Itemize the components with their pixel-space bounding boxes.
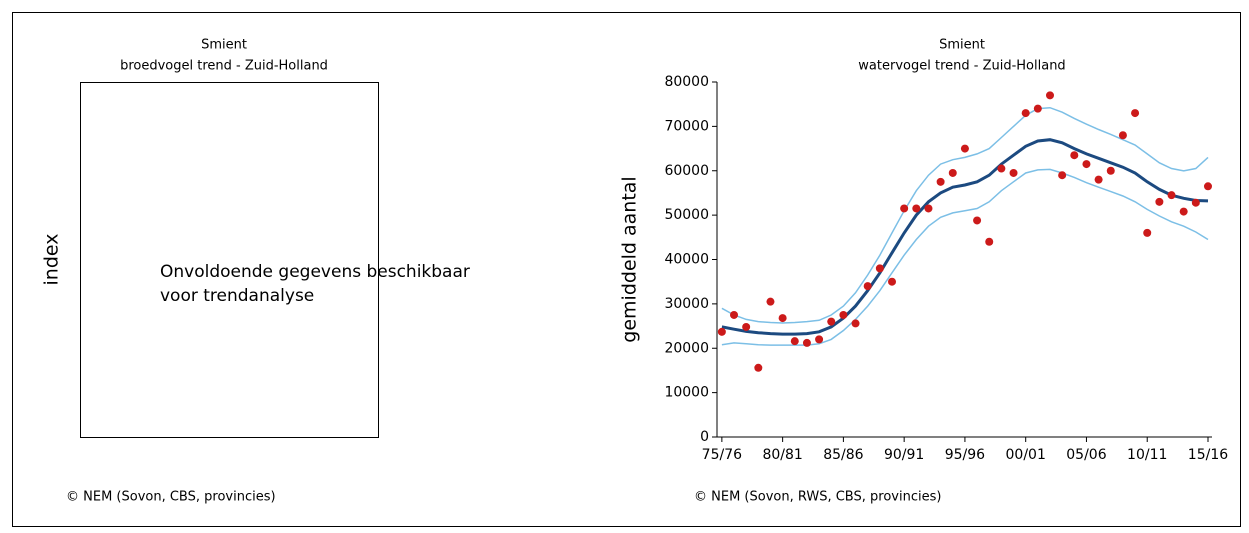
data-point bbox=[730, 310, 739, 319]
data-point bbox=[912, 204, 921, 213]
data-point bbox=[815, 335, 824, 344]
data-point bbox=[778, 314, 787, 323]
confidence-line bbox=[721, 106, 1209, 324]
data-point bbox=[900, 204, 909, 213]
x-tick-label: 15/16 bbox=[1188, 447, 1228, 463]
data-point bbox=[827, 317, 836, 326]
data-point bbox=[985, 237, 994, 246]
data-point bbox=[1203, 182, 1212, 191]
y-tick-label: 50000 bbox=[664, 207, 709, 223]
source-note: © NEM (Sovon, RWS, CBS, provincies) bbox=[694, 490, 941, 505]
source-note: © NEM (Sovon, CBS, provincies) bbox=[66, 490, 276, 505]
trend-line bbox=[721, 138, 1209, 336]
data-point bbox=[1167, 191, 1176, 200]
y-tick-label: 20000 bbox=[664, 340, 709, 356]
plot-frame bbox=[80, 82, 379, 438]
x-tick-label: 00/01 bbox=[1006, 447, 1046, 463]
data-point bbox=[839, 310, 848, 319]
data-point bbox=[936, 177, 945, 186]
data-point bbox=[888, 277, 897, 286]
data-point bbox=[973, 216, 982, 225]
y-tick-label: 40000 bbox=[664, 252, 709, 268]
message: Onvoldoende gegevens beschikbaar bbox=[160, 262, 470, 282]
data-point bbox=[948, 168, 957, 177]
chart-subtitle: watervogel trend - Zuid-Holland bbox=[858, 59, 1065, 74]
data-point bbox=[1009, 168, 1018, 177]
data-point bbox=[1058, 171, 1067, 180]
data-point bbox=[1131, 109, 1140, 118]
data-point bbox=[924, 204, 933, 213]
x-tick-label: 10/11 bbox=[1127, 447, 1167, 463]
data-point bbox=[766, 297, 775, 306]
chart-subtitle: broedvogel trend - Zuid-Holland bbox=[120, 59, 328, 74]
data-point bbox=[1033, 104, 1042, 113]
x-tick-label: 85/86 bbox=[823, 447, 863, 463]
y-axis-label: index bbox=[41, 234, 63, 286]
x-tick-label: 80/81 bbox=[762, 447, 802, 463]
data-point bbox=[1143, 228, 1152, 237]
data-point bbox=[1179, 207, 1188, 216]
data-point bbox=[1155, 197, 1164, 206]
chart-title: Smient bbox=[201, 38, 247, 53]
y-tick-label: 80000 bbox=[664, 74, 709, 90]
y-tick-label: 0 bbox=[700, 429, 709, 445]
data-point bbox=[1094, 175, 1103, 184]
x-tick-label: 75/76 bbox=[702, 447, 742, 463]
y-tick-label: 30000 bbox=[664, 296, 709, 312]
frame bbox=[12, 12, 1241, 527]
data-point bbox=[1191, 198, 1200, 207]
data-point bbox=[754, 363, 763, 372]
data-point bbox=[875, 264, 884, 273]
data-point bbox=[997, 164, 1006, 173]
data-point bbox=[1118, 131, 1127, 140]
x-tick-label: 95/96 bbox=[945, 447, 985, 463]
data-point bbox=[863, 282, 872, 291]
message: voor trendanalyse bbox=[160, 286, 314, 306]
y-tick-label: 70000 bbox=[664, 118, 709, 134]
data-point bbox=[1021, 109, 1030, 118]
x-tick-label: 90/91 bbox=[884, 447, 924, 463]
data-point bbox=[960, 144, 969, 153]
x-tick-label: 05/06 bbox=[1066, 447, 1106, 463]
data-point bbox=[742, 322, 751, 331]
y-tick-label: 60000 bbox=[664, 163, 709, 179]
confidence-line bbox=[721, 168, 1209, 346]
chart-title: Smient bbox=[939, 38, 985, 53]
data-point bbox=[790, 337, 799, 346]
data-point bbox=[1082, 160, 1091, 169]
y-axis-label: gemiddeld aantal bbox=[619, 176, 641, 342]
data-point bbox=[1045, 91, 1054, 100]
data-point bbox=[717, 327, 726, 336]
data-point bbox=[1106, 166, 1115, 175]
data-point bbox=[802, 338, 811, 347]
data-point bbox=[1070, 151, 1079, 160]
data-point bbox=[851, 319, 860, 328]
y-tick-label: 10000 bbox=[664, 385, 709, 401]
